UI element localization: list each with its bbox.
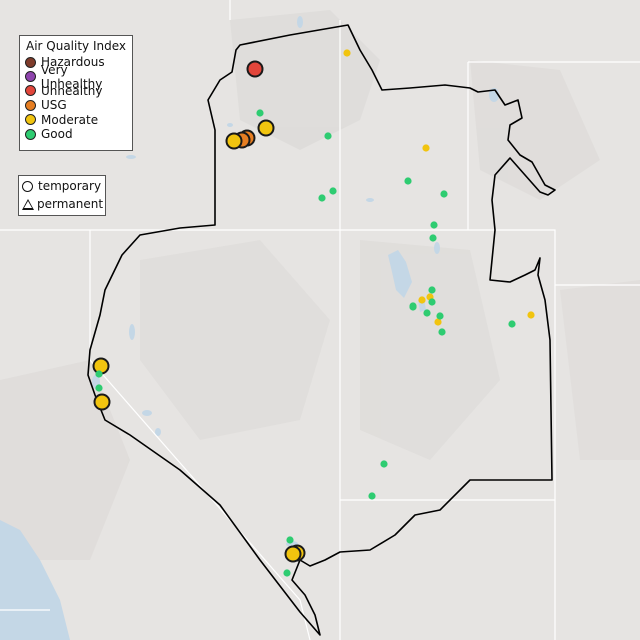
bear-lake (434, 242, 440, 254)
american-falls-res (366, 198, 374, 202)
monitor-good[interactable] (329, 187, 337, 195)
monitor-good[interactable] (409, 302, 417, 310)
legend-label: Good (41, 127, 73, 142)
moderate-swatch (25, 114, 36, 126)
region-boundary (87, 24, 556, 636)
monitor-good[interactable] (438, 328, 446, 336)
monitor-good[interactable] (428, 286, 436, 294)
monitor-good[interactable] (428, 298, 436, 306)
monitor-moderate[interactable] (225, 132, 243, 150)
legend-item-permanent: permanent (19, 196, 105, 212)
monitor-moderate[interactable] (284, 545, 302, 563)
legend-item-very-unhealthy: Very Unhealthy (20, 63, 132, 91)
malheur-lake (126, 155, 136, 159)
great-salt-lake (388, 250, 412, 298)
monitor-moderate[interactable] (343, 49, 351, 57)
monitor-layer (92, 49, 535, 577)
monitor-good[interactable] (286, 536, 294, 544)
monitor-good[interactable] (368, 492, 376, 500)
monitor-good[interactable] (283, 569, 291, 577)
monitor-type-legend: temporary permanent (18, 175, 106, 216)
usg-swatch (25, 99, 36, 111)
good-swatch (25, 128, 36, 140)
legend-item-unhealthy: Unhealthy (20, 84, 132, 98)
monitor-good[interactable] (256, 109, 264, 117)
terrain-shading (0, 10, 640, 560)
legend-label: Very Unhealthy (40, 62, 103, 91)
legend-label: Moderate (41, 112, 99, 127)
triangle-icon (22, 198, 34, 210)
monitor-good[interactable] (324, 132, 332, 140)
legend-item-hazardous: Hazardous (20, 55, 132, 69)
pyramid-lake (129, 324, 135, 340)
monitor-good[interactable] (436, 312, 444, 320)
lake-lowell (227, 123, 233, 127)
monitor-good[interactable] (508, 320, 516, 328)
flathead-lake (297, 16, 303, 28)
monitor-moderate[interactable] (422, 144, 430, 152)
monitor-good[interactable] (423, 309, 431, 317)
legend-label: permanent (37, 197, 104, 211)
aqi-legend: Air Quality Index Hazardous Very Unhealt… (19, 35, 133, 151)
legend-label: Unhealthy (41, 83, 103, 98)
legend-label: USG (41, 98, 67, 113)
monitor-good[interactable] (318, 194, 326, 202)
monitor-moderate[interactable] (257, 119, 275, 137)
monitor-moderate[interactable] (93, 393, 111, 411)
legend-item-good: Good (20, 127, 132, 141)
very-unhealthy-swatch (25, 71, 36, 83)
monitor-good[interactable] (404, 177, 412, 185)
monitor-unhealthy[interactable] (246, 60, 264, 78)
aqi-legend-title: Air Quality Index (25, 39, 127, 53)
monitor-moderate[interactable] (434, 318, 442, 326)
circle-icon (22, 180, 33, 192)
legend-item-temporary: temporary (19, 178, 105, 194)
monitor-moderate[interactable] (527, 311, 535, 319)
legend-item-moderate: Moderate (20, 113, 132, 127)
monitor-good[interactable] (430, 221, 438, 229)
walker-lake (155, 428, 161, 436)
monitor-good[interactable] (95, 384, 103, 392)
monitor-good[interactable] (95, 370, 103, 378)
hazardous-swatch (25, 56, 36, 68)
monitor-moderate[interactable] (418, 296, 426, 304)
legend-label: temporary (38, 179, 102, 193)
monitor-good[interactable] (429, 234, 437, 242)
unhealthy-swatch (25, 85, 36, 97)
mono-lake (142, 410, 152, 416)
monitor-good[interactable] (380, 460, 388, 468)
legend-item-usg: USG (20, 98, 132, 112)
legend-label: Hazardous (41, 55, 105, 70)
monitor-good[interactable] (440, 190, 448, 198)
